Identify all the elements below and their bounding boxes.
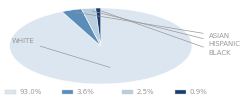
Text: ASIAN: ASIAN [76,12,230,39]
FancyBboxPatch shape [5,90,16,94]
FancyBboxPatch shape [122,90,133,94]
Wedge shape [10,8,192,84]
Wedge shape [62,9,101,46]
Text: BLACK: BLACK [101,11,231,56]
Text: HISPANIC: HISPANIC [92,11,240,47]
Wedge shape [96,8,101,46]
Text: 0.9%: 0.9% [190,89,207,95]
FancyBboxPatch shape [175,90,186,94]
Text: 2.5%: 2.5% [137,89,154,95]
Text: 3.6%: 3.6% [77,89,95,95]
Wedge shape [81,8,101,46]
Text: 93.0%: 93.0% [19,89,42,95]
Text: WHITE: WHITE [12,38,110,67]
FancyBboxPatch shape [62,90,73,94]
